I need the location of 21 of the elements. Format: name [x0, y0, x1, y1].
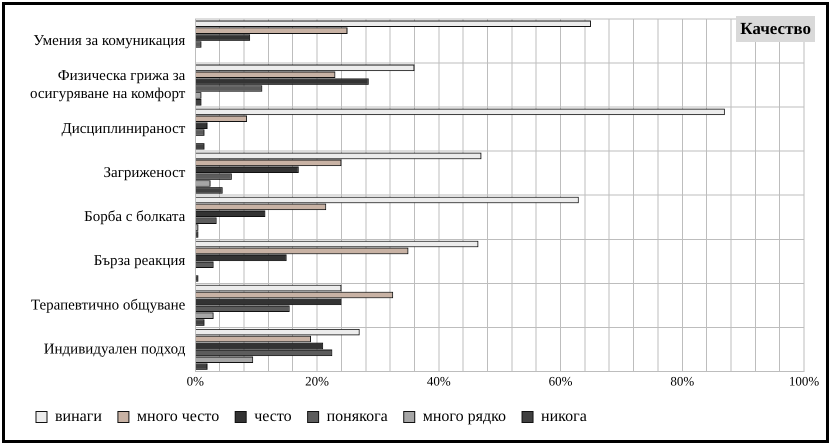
y-tick-label: Борба с болката: [84, 209, 186, 226]
y-tick-label: Загриженост: [104, 165, 186, 182]
y-tick-label: Умения за комуникация: [33, 32, 186, 49]
legend-label: никога: [541, 408, 587, 426]
x-tick-label: 80%: [670, 374, 694, 389]
x-tick-label: 20%: [305, 374, 330, 389]
legend-label: много рядко: [422, 408, 506, 426]
y-tick-label: Бърза реакция: [94, 253, 186, 270]
legend-label: винаги: [55, 408, 102, 426]
x-tick-label: 0%: [186, 374, 204, 389]
x-tick-label: 100%: [788, 374, 820, 389]
chart-title: Качество: [736, 16, 815, 42]
x-tick-label: 40%: [426, 374, 451, 389]
y-tick-label: Дисциплинираност: [61, 121, 186, 138]
legend-label: много често: [136, 408, 220, 426]
legend-label: понякога: [326, 408, 388, 426]
legend-label: често: [254, 408, 292, 426]
y-tick-label: Индивидуален подход: [44, 341, 186, 358]
y-tick-label: Терапевтично общуване: [30, 297, 186, 314]
x-tick-label: 60%: [548, 374, 573, 389]
y-tick-label: Физическа грижа за осигуряване на комфорт: [30, 68, 186, 102]
